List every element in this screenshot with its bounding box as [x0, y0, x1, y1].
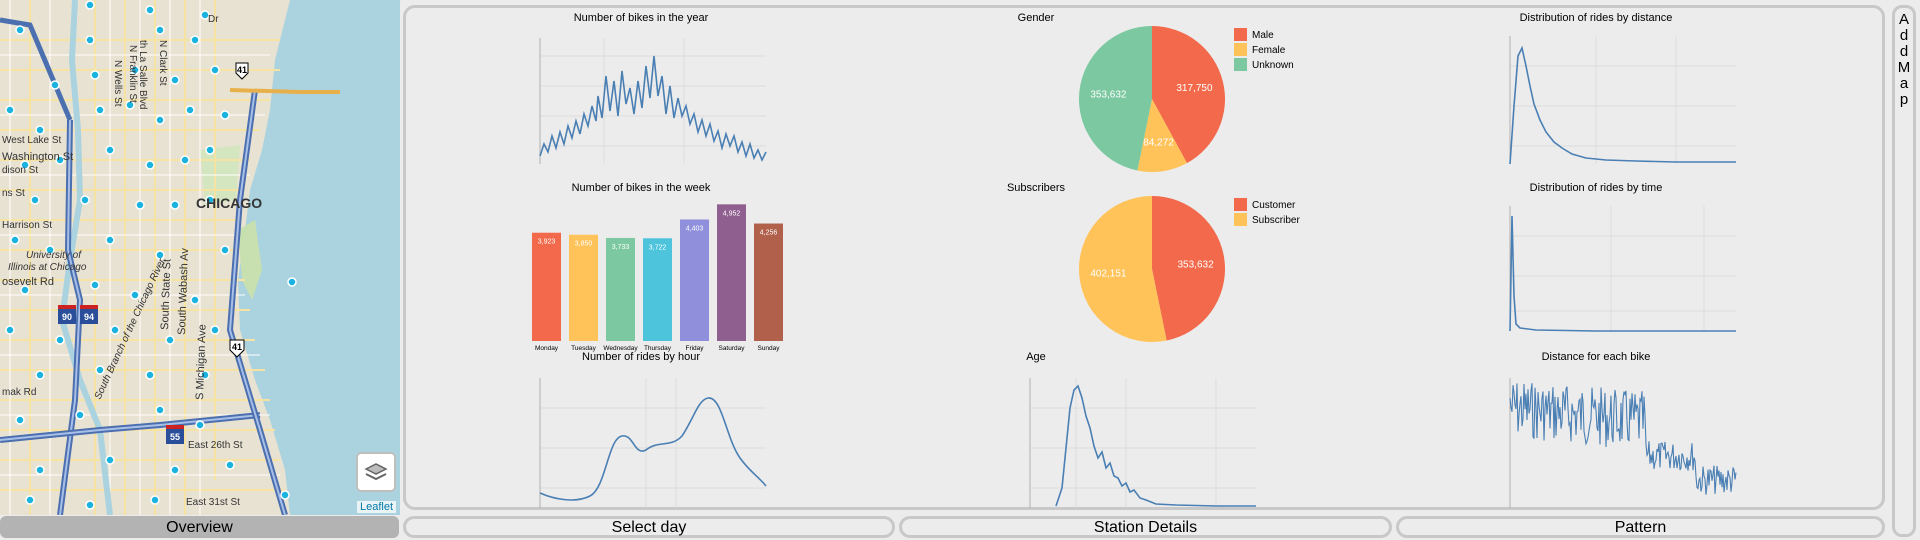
- week-bar: [754, 223, 783, 341]
- dist-distance-title: Distribution of rides by distance: [1519, 12, 1673, 24]
- svg-text:N Clark St: N Clark St: [157, 40, 168, 86]
- bikes-week-title: Number of bikes in the week: [571, 182, 711, 194]
- pie-slice: [1137, 99, 1187, 173]
- week-bar: [643, 238, 672, 341]
- legend-swatch: [1234, 43, 1247, 56]
- legend-swatch: [1234, 58, 1247, 71]
- week-bar: [717, 204, 746, 341]
- map-tiles[interactable]: 41 90 94 41 55 Dr th La Salle Blvd N Fra…: [0, 0, 400, 515]
- pie-slice: [1079, 196, 1167, 342]
- svg-text:West Lake St: West Lake St: [2, 135, 62, 146]
- legend-label: Customer: [1252, 200, 1296, 211]
- legend-swatch: [1234, 213, 1247, 226]
- tab-select-day[interactable]: Select day: [403, 516, 895, 538]
- tab-station-details[interactable]: Station Details: [899, 516, 1392, 538]
- week-category-label: Monday: [535, 345, 559, 352]
- distance-bike-chart: [1509, 378, 1737, 508]
- svg-text:South State St: South State St: [159, 259, 173, 330]
- svg-text:Illinois at Chicago: Illinois at Chicago: [8, 262, 87, 273]
- shield-90-label: 90: [62, 312, 72, 322]
- svg-text:East 31st St: East 31st St: [186, 497, 240, 508]
- shield-94-label: 94: [84, 312, 94, 322]
- map-city-label: CHICAGO: [196, 195, 262, 211]
- week-category-label: Tuesday: [571, 345, 596, 352]
- layers-control-button[interactable]: [356, 452, 396, 492]
- pie-slice: [1152, 26, 1225, 164]
- pie-slice-label: 402,151: [1090, 268, 1127, 279]
- bikes-week-chart: 3,923 Monday 3,850 Tuesday 3,733 Wednesday 3,7…: [532, 204, 783, 352]
- shield-55-label: 55: [170, 432, 180, 442]
- svg-text:East 26th St: East 26th St: [188, 440, 243, 451]
- rides-hour-title: Number of rides by hour: [582, 351, 700, 363]
- week-bar-label: 4,256: [760, 230, 778, 237]
- week-category-label: Saturday: [718, 345, 745, 352]
- distance-bike-title: Distance for each bike: [1541, 351, 1651, 363]
- layers-icon: [364, 463, 388, 481]
- legend-label: Unknown: [1252, 60, 1294, 71]
- legend-swatch: [1234, 28, 1247, 41]
- svg-text:ns St: ns St: [2, 188, 25, 199]
- week-bar-label: 3,850: [575, 241, 593, 248]
- week-category-label: Thursday: [644, 345, 672, 352]
- week-bar-label: 4,952: [723, 210, 741, 217]
- svg-text:mak Rd: mak Rd: [2, 387, 36, 398]
- pie-slice: [1152, 196, 1225, 341]
- pie-slice-label: 84,272: [1143, 137, 1174, 148]
- subscribers-title: Subscribers: [1006, 182, 1066, 194]
- svg-text:osevelt Rd: osevelt Rd: [2, 276, 54, 288]
- svg-text:dison St: dison St: [2, 165, 38, 176]
- week-bar-label: 3,923: [538, 239, 556, 246]
- age-chart: [1029, 378, 1256, 508]
- week-category-label: Sunday: [757, 345, 780, 352]
- pie-slice-label: 353,632: [1090, 90, 1127, 101]
- dashboard-panel: Number of bikes in the year Number of bi…: [403, 5, 1885, 510]
- shield-41-label: 41: [237, 65, 247, 75]
- dist-distance-chart: [1509, 36, 1736, 165]
- week-bar-label: 4,403: [686, 225, 704, 232]
- week-bar: [680, 219, 709, 341]
- week-bar-label: 3,733: [612, 244, 630, 251]
- week-bar: [532, 232, 561, 341]
- week-bar-label: 3,722: [649, 244, 667, 251]
- dist-time-title: Distribution of rides by time: [1529, 182, 1663, 194]
- dist-time-chart: [1509, 206, 1736, 332]
- week-bar: [569, 234, 598, 341]
- legend-label: Male: [1252, 30, 1274, 41]
- legend-swatch: [1234, 198, 1247, 211]
- pie-slice: [1079, 26, 1152, 171]
- map[interactable]: 41 90 94 41 55 Dr th La Salle Blvd N Fra…: [0, 0, 400, 515]
- leaflet-attribution-link[interactable]: Leaflet: [356, 501, 396, 513]
- add-map-button[interactable]: AddMap: [1892, 5, 1916, 537]
- week-category-label: Wednesday: [603, 345, 638, 352]
- distance-bike-line: [1509, 383, 1737, 495]
- legend-label: Subscriber: [1252, 215, 1300, 226]
- pie-slice-label: 317,750: [1176, 83, 1213, 94]
- svg-text:Dr: Dr: [208, 14, 219, 25]
- subscribers-pie-chart: 353,632 402,151 Customer Subscriber: [1079, 196, 1300, 342]
- gender-title: Gender: [1017, 12, 1055, 24]
- shield-41b-label: 41: [232, 342, 242, 352]
- svg-text:Harrison St: Harrison St: [2, 220, 52, 231]
- svg-text:th La Salle Blvd: th La Salle Blvd: [137, 40, 148, 110]
- svg-text:S Michigan Ave: S Michigan Ave: [194, 324, 209, 400]
- svg-text:South Wabash Av: South Wabash Av: [176, 247, 191, 335]
- tab-overview[interactable]: Overview: [0, 516, 399, 538]
- bikes-year-chart: [526, 26, 776, 171]
- bikes-year-title: Number of bikes in the year: [573, 12, 709, 24]
- legend-label: Female: [1252, 45, 1286, 56]
- rides-hour-chart: [539, 378, 767, 508]
- age-title: Age: [1026, 351, 1046, 363]
- tab-pattern[interactable]: Pattern: [1396, 516, 1885, 538]
- svg-text:N Wells St: N Wells St: [112, 60, 123, 107]
- add-map-label: AddMap: [1897, 11, 1911, 108]
- gender-pie-chart: 317,750 84,272 353,632 Male Female Unknown: [1079, 26, 1294, 173]
- week-category-label: Friday: [685, 345, 704, 352]
- svg-text:Washington St: Washington St: [2, 151, 73, 163]
- svg-text:N Franklin St: N Franklin St: [127, 45, 138, 103]
- week-bar: [606, 237, 635, 341]
- svg-text:University of: University of: [26, 250, 82, 261]
- pie-slice-label: 353,632: [1177, 260, 1214, 271]
